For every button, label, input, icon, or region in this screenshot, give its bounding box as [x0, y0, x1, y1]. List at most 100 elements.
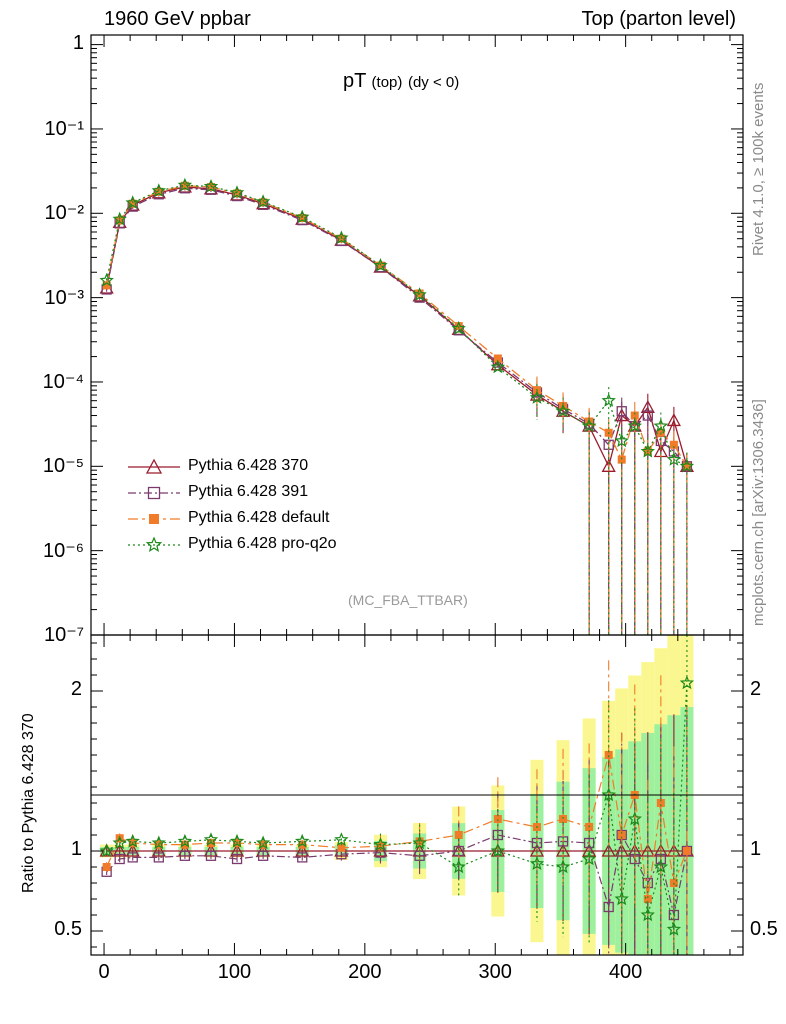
- legend: [128, 458, 180, 552]
- series-3-point: [614, 433, 629, 448]
- ratio-tick-label-left: 2: [70, 678, 82, 700]
- series-1-ratio-point: [257, 850, 269, 861]
- ratio-y-axis-label: Ratio to Pythia 6.428 370: [20, 713, 37, 893]
- legend-label-0: Pythia 6.428 370: [188, 457, 309, 474]
- series-2-ratio-point: [454, 831, 463, 839]
- series-3-point: [177, 177, 193, 192]
- series-1-point: [616, 406, 627, 417]
- series-2-point: [298, 213, 307, 222]
- series-2-line: [105, 185, 688, 467]
- series-3-point: [373, 258, 388, 272]
- series-3-point: [601, 393, 616, 407]
- series-3-ratio-point: [203, 832, 219, 846]
- series-2-point: [617, 455, 626, 464]
- series-3-ratio-point: [666, 921, 682, 936]
- series-2-ratio-point: [656, 799, 665, 807]
- plot-title: pT (top) (dy < 0): [343, 70, 459, 93]
- series-3-ratio-point: [412, 835, 427, 850]
- series-1-ratio-point: [231, 853, 243, 865]
- y-tick-label: 10⁻⁷: [43, 624, 84, 646]
- series-1-ratio-point: [205, 850, 217, 861]
- series-2-point: [454, 322, 463, 331]
- header-left: 1960 GeV ppbar: [104, 8, 251, 30]
- y-tick-label: 10⁻⁶: [42, 539, 84, 562]
- series-3-ratio-point: [529, 856, 545, 870]
- legend-marker-1: [147, 486, 161, 500]
- series-2-point: [154, 187, 163, 196]
- series-3-point: [203, 178, 219, 193]
- series-3-point: [125, 195, 140, 210]
- series-3-ratio-point: [125, 833, 140, 848]
- ratio-tick-label-right: 0.5: [750, 918, 778, 940]
- series-3-ratio-point: [614, 891, 629, 906]
- series-2-ratio-point: [102, 863, 111, 871]
- series-3-ratio-point: [373, 837, 388, 851]
- series-3-point: [255, 194, 271, 208]
- x-tick-label: 400: [608, 961, 643, 983]
- legend-marker-0: [145, 458, 163, 474]
- series-0-point: [640, 400, 655, 414]
- y-tick-label: 10⁻¹: [44, 117, 84, 140]
- series-3-ratio-point: [112, 835, 127, 850]
- main-series-group: [99, 177, 695, 635]
- series-2-point: [493, 354, 502, 363]
- legend-marker-2: [149, 514, 159, 524]
- series-3-ratio-point: [294, 833, 310, 848]
- series-3-point: [151, 183, 166, 197]
- series-3-ratio-point: [640, 907, 655, 922]
- series-3-ratio-point: [581, 851, 597, 866]
- ratio-tick-label-left: 1: [70, 838, 82, 860]
- series-2-point: [630, 411, 639, 420]
- series-0-ratio-point: [99, 843, 114, 857]
- series-0-point: [601, 458, 616, 472]
- plot-title-sub: (top): [371, 74, 403, 91]
- legend-label-3: Pythia 6.428 pro-q2o: [188, 535, 337, 552]
- series-3-point: [581, 418, 597, 433]
- series-2-ratio-point: [643, 895, 652, 903]
- legend-label-2: Pythia 6.428 default: [188, 509, 330, 526]
- series-2-ratio-line: [106, 754, 688, 900]
- series-3-ratio-point: [177, 833, 193, 848]
- y-tick-label: 10⁻³: [44, 286, 84, 309]
- series-3-ratio-point: [99, 843, 114, 858]
- series-2-point: [233, 189, 242, 198]
- series-3-ratio-line: [106, 682, 688, 930]
- series-3-ratio-point: [679, 675, 695, 690]
- series-2-ratio-point: [604, 751, 613, 759]
- series-2-point: [682, 462, 691, 471]
- series-3-point: [679, 458, 695, 473]
- series-2-point: [180, 181, 189, 190]
- series-3-point: [99, 272, 114, 287]
- header-right: Top (parton level): [581, 8, 736, 30]
- series-1-ratio-line: [106, 833, 688, 916]
- mcplots-label: mcplots.cern.ch [arXiv:1306.3436]: [750, 399, 767, 626]
- series-3-point: [627, 418, 643, 433]
- series-0-ratio-point: [373, 843, 388, 857]
- series-3-point: [640, 443, 655, 458]
- series-2-point: [376, 261, 385, 270]
- series-3-ratio-point: [334, 832, 349, 846]
- series-0-point: [666, 413, 681, 427]
- series-3-point: [334, 230, 349, 245]
- series-2-point: [669, 440, 678, 449]
- series-2-ratio-point: [682, 847, 691, 855]
- series-3-ratio-point: [627, 811, 643, 826]
- series-3-point: [412, 287, 427, 301]
- series-3-ratio-point: [229, 833, 245, 848]
- series-3-point: [490, 359, 506, 374]
- series-2-point: [259, 198, 268, 207]
- series-1-ratio-point: [153, 852, 164, 863]
- x-tick-label: 0: [98, 961, 110, 983]
- series-3-point: [229, 185, 245, 199]
- rivet-version-label: Rivet 4.1.0, ≥ 100k events: [750, 82, 767, 256]
- series-3-point: [294, 209, 310, 224]
- series-1-ratio-point: [114, 853, 125, 865]
- series-3-point: [529, 390, 545, 404]
- x-tick-label: 100: [217, 961, 252, 983]
- y-tick-label: 10⁻⁴: [42, 370, 84, 393]
- series-1-point: [642, 410, 653, 421]
- series-2-ratio-point: [376, 842, 385, 851]
- ratio-tick-label-left: 0.5: [54, 918, 82, 940]
- series-3-ratio-point: [151, 835, 166, 850]
- series-3-point: [112, 211, 127, 226]
